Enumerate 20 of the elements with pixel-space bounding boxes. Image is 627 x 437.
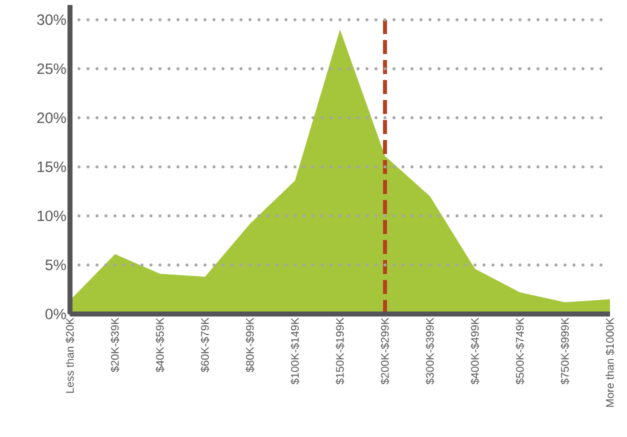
x-tick-label: $100K-$149K (290, 318, 300, 384)
x-tick-label: $400K-$499K (470, 318, 480, 384)
x-tick-label: $20K-$39K (110, 318, 120, 372)
y-tick-label: 0% (45, 308, 66, 320)
y-tick-label: 25% (37, 63, 66, 74)
x-tick-label: $750K-$999K (560, 318, 570, 384)
x-tick-label: $500K-$749K (516, 318, 524, 384)
x-tick-label: $80K-$99K (246, 318, 254, 372)
y-tick-label: 15% (38, 162, 66, 172)
x-tick-label: $150K-$199K (336, 318, 344, 384)
x-tick-label: $200K-$299K (380, 318, 390, 384)
y-tick-label: 5% (45, 260, 66, 270)
y-tick-label: 20% (37, 112, 66, 124)
y-tick-label: 10% (38, 210, 66, 222)
x-tick-label: Less than $20K (66, 318, 74, 393)
x-tick-label: $60K-$79K (200, 318, 210, 372)
x-tick-label: More than $1000K (606, 318, 614, 407)
y-tick-label: 30% (37, 14, 66, 25)
x-tick-label: $300K-$399K (426, 318, 434, 384)
x-tick-label: $40K-$59K (156, 318, 164, 372)
